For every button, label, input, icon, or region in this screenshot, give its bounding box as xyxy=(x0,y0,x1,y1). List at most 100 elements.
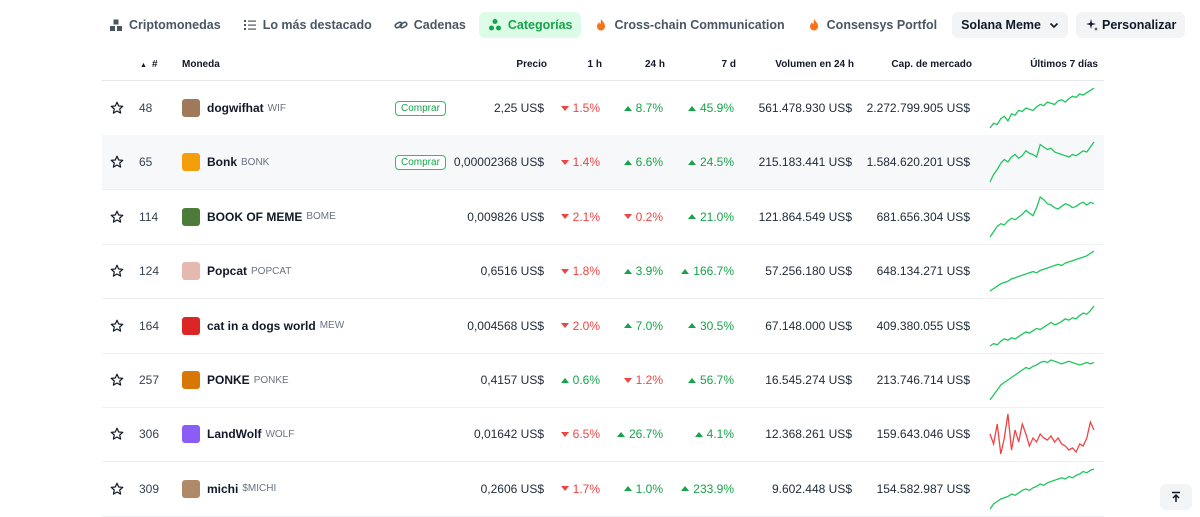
tab-cross-chain[interactable]: Cross-chain Communication xyxy=(585,12,793,38)
d7-change: 56.7% xyxy=(672,353,734,407)
price: 0,4157 US$ xyxy=(480,373,544,387)
h1-change: 2.1% xyxy=(557,190,600,244)
sparkline xyxy=(988,407,1096,461)
star-icon xyxy=(110,319,124,332)
h1-change: 6.5% xyxy=(557,407,600,461)
coin-link[interactable]: cat in a dogs world MEW xyxy=(182,299,344,353)
table-row[interactable]: 65 Bonk BONK Comprar 0,00002368 US$ 1.4% 6.6% 2… xyxy=(102,135,1104,191)
caret-down-icon xyxy=(560,214,569,220)
h24-change: 1.2% xyxy=(617,353,663,407)
star-icon xyxy=(110,482,124,495)
coin-link[interactable]: LandWolf WOLF xyxy=(182,407,294,461)
coin-symbol: WOLF xyxy=(265,428,295,440)
volume: 215.183.441 US$ xyxy=(758,155,852,170)
coin-logo xyxy=(182,99,200,117)
star-icon xyxy=(110,210,124,223)
d7-header[interactable]: 7 d xyxy=(721,59,736,70)
coin-link[interactable]: BOOK OF MEME BOME xyxy=(182,190,336,244)
customize-button[interactable]: Personalizar xyxy=(1075,12,1186,38)
solana-meme-dropdown[interactable]: Solana Meme xyxy=(952,12,1068,38)
market-cap: 648.134.271 US$ xyxy=(876,264,970,279)
rank: 309 xyxy=(139,481,160,496)
table-header: ▲ # Moneda Precio 1 h 24 h 7 d Volumen en… xyxy=(102,48,1104,81)
coin-logo xyxy=(182,479,200,498)
h24-change: 26.7% xyxy=(616,407,663,461)
caret-down-icon xyxy=(560,431,569,437)
watchlist-star-button[interactable] xyxy=(110,407,124,461)
sparkline xyxy=(988,244,1096,298)
watchlist-star-button[interactable] xyxy=(110,299,124,353)
market-cap: 154.582.987 US$ xyxy=(876,481,970,496)
scroll-to-top-button[interactable] xyxy=(1160,484,1192,510)
market-cap-header[interactable]: Cap. de mercado xyxy=(891,59,972,70)
fire-icon xyxy=(597,19,606,31)
caret-up-icon xyxy=(623,268,632,274)
rank: 48 xyxy=(139,101,153,115)
table-row[interactable]: 164 cat in a dogs world MEW 0,004568 US$ 2.0… xyxy=(102,299,1104,354)
tab-consensys[interactable]: Consensys Portfol xyxy=(798,12,946,38)
price: 0,2606 US$ xyxy=(480,481,544,496)
coin-link[interactable]: Bonk BONK xyxy=(182,135,269,189)
coin-link[interactable]: dogwifhat WIF xyxy=(182,81,286,135)
sparkline xyxy=(988,190,1096,244)
coin-symbol: BOME xyxy=(306,211,336,223)
table-row[interactable]: 48 dogwifhat WIF Comprar 2,25 US$ 1.5% 8.7% 45.… xyxy=(102,81,1104,136)
price: 0,6516 US$ xyxy=(480,264,544,279)
coin-name: michi xyxy=(207,481,239,496)
buy-label: Comprar xyxy=(395,100,446,116)
coin-header[interactable]: Moneda xyxy=(182,59,220,70)
buy-button[interactable]: Comprar xyxy=(395,135,446,189)
categories-icon xyxy=(488,19,501,31)
coin-symbol: WIF xyxy=(267,102,286,114)
watchlist-star-button[interactable] xyxy=(110,462,124,516)
coin-logo xyxy=(182,371,200,389)
watchlist-star-button[interactable] xyxy=(110,135,124,189)
tab-highlights[interactable]: Lo más destacado xyxy=(234,12,381,38)
sparkline-line xyxy=(989,414,1095,455)
volume-header[interactable]: Volumen en 24 h xyxy=(775,59,854,70)
watchlist-star-button[interactable] xyxy=(110,353,124,407)
rank: 164 xyxy=(139,318,160,333)
tab-cryptocurrencies[interactable]: Criptomonedas xyxy=(100,12,230,38)
h24-header[interactable]: 24 h xyxy=(644,59,665,70)
sparkline-line xyxy=(989,250,1095,292)
rank: 124 xyxy=(139,264,160,279)
caret-up-icon xyxy=(687,214,696,220)
buy-button[interactable]: Comprar xyxy=(395,81,446,135)
table-row[interactable]: 124 Popcat POPCAT 0,6516 US$ 1.8% 3.9% 166.7% 5… xyxy=(102,244,1104,300)
tab-chains[interactable]: Cadenas xyxy=(385,12,475,38)
watchlist-star-button[interactable] xyxy=(110,244,124,298)
d7-change: 21.0% xyxy=(672,190,734,244)
h1-change: 1.5% xyxy=(557,81,600,135)
sparkline-line xyxy=(989,359,1095,401)
coin-link[interactable]: michi $MICHI xyxy=(182,462,276,516)
h1-change: 1.4% xyxy=(557,135,600,189)
coin-logo xyxy=(182,262,200,281)
h1-header[interactable]: 1 h xyxy=(587,59,602,70)
sparkline-line xyxy=(989,305,1095,347)
watchlist-star-button[interactable] xyxy=(110,81,124,135)
h1-change: 2.0% xyxy=(557,299,600,353)
h24-change: 8.7% xyxy=(617,81,663,135)
price-header[interactable]: Precio xyxy=(516,59,547,70)
caret-up-icon xyxy=(560,377,569,383)
sparkline-chart xyxy=(989,359,1095,401)
fire-icon xyxy=(809,19,818,31)
h24-change: 6.6% xyxy=(617,135,663,189)
rank: 306 xyxy=(139,427,160,442)
caret-up-icon xyxy=(681,268,690,274)
volume: 67.148.000 US$ xyxy=(765,318,852,333)
d7-change: 233.9% xyxy=(672,462,734,516)
coin-link[interactable]: PONKE PONKE xyxy=(182,353,289,407)
table-row[interactable]: 114 BOOK OF MEME BOME 0,009826 US$ 2.1% 0.2% 2… xyxy=(102,190,1104,245)
star-icon xyxy=(110,373,124,386)
table-row[interactable]: 257 PONKE PONKE 0,4157 US$ 0.6% 1.2% 56.7% 16.5… xyxy=(102,353,1104,408)
coin-symbol: $MICHI xyxy=(242,483,277,495)
table-row[interactable]: 306 LandWolf WOLF 0,01642 US$ 6.5% 26.7% 4.1% 1… xyxy=(102,407,1104,463)
watchlist-star-button[interactable] xyxy=(110,190,124,244)
coin-name: dogwifhat xyxy=(207,101,264,115)
rank-header[interactable]: ▲ # xyxy=(140,59,158,70)
tab-categories[interactable]: Categorías xyxy=(478,12,582,38)
price: 2,25 US$ xyxy=(493,101,544,115)
coin-link[interactable]: Popcat POPCAT xyxy=(182,244,291,298)
